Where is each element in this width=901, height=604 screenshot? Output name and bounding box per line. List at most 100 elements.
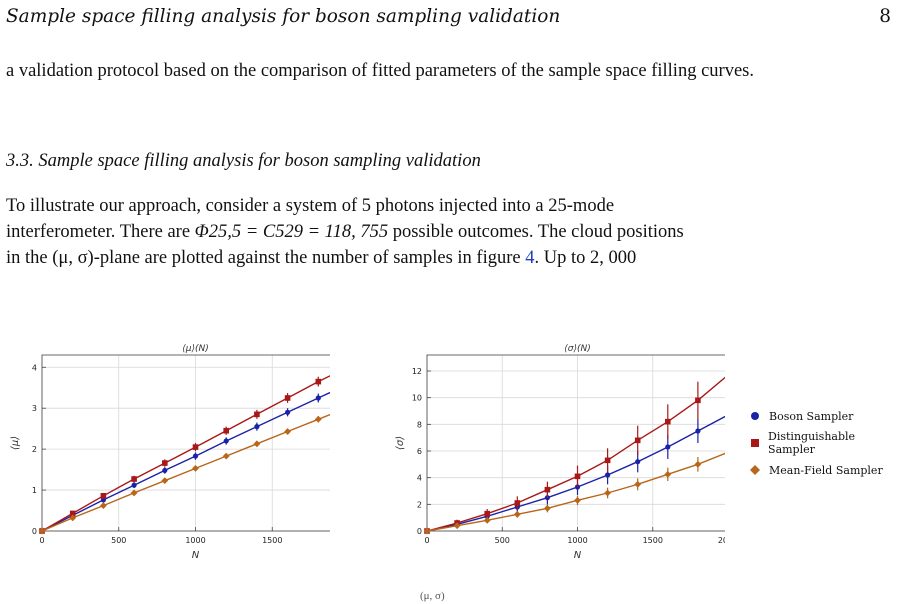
x-axis-label: N xyxy=(192,550,200,561)
data-point-meanfield xyxy=(130,489,138,497)
data-point-boson xyxy=(162,467,168,474)
y-tick-label: 0 xyxy=(417,527,422,536)
x-tick-label: 2000 xyxy=(718,536,725,545)
data-point-meanfield xyxy=(38,527,46,535)
data-point-boson xyxy=(665,444,671,450)
chart-legend: Boson Sampler Distinguishable Sampler Me… xyxy=(747,408,897,489)
chart-title: ⟨μ⟩(N) xyxy=(182,344,209,354)
legend-circle-icon xyxy=(747,411,763,421)
data-point-meanfield xyxy=(314,415,322,423)
data-point-meanfield xyxy=(284,428,291,435)
data-point-meanfield xyxy=(513,510,521,518)
data-point-distinguishable xyxy=(223,427,229,434)
data-point-distinguishable xyxy=(192,444,199,450)
data-point-distinguishable xyxy=(574,473,581,480)
paragraph-line-3-post: . Up to 2, 000 xyxy=(534,248,637,268)
y-tick-label: 6 xyxy=(417,447,422,456)
section-number: 3.3. xyxy=(6,151,34,171)
data-point-meanfield xyxy=(483,516,491,524)
data-point-boson xyxy=(192,453,199,459)
legend-item-distinguishable: Distinguishable Sampler xyxy=(747,430,897,456)
chart-mean-mu: 050010001500200001234⟨μ⟩(N)N⟨μ⟩ xyxy=(10,344,330,561)
data-point-distinguishable xyxy=(634,437,641,444)
data-point-meanfield xyxy=(161,477,169,485)
outcome-count-math: Φ25,5 = C529 = 118, 755 xyxy=(194,222,389,242)
x-tick-label: 0 xyxy=(424,536,429,545)
paragraph-intro: a validation protocol based on the compa… xyxy=(6,61,754,81)
running-head: Sample space filling analysis for boson … xyxy=(6,6,891,30)
data-point-distinguishable xyxy=(544,486,551,493)
x-axis-label: N xyxy=(574,550,582,561)
data-point-distinguishable xyxy=(695,397,701,404)
y-tick-label: 1 xyxy=(32,486,37,495)
x-tick-label: 500 xyxy=(495,536,510,545)
data-point-boson xyxy=(635,459,641,465)
data-point-distinguishable xyxy=(604,457,611,464)
data-point-meanfield xyxy=(574,496,581,504)
data-point-distinguishable xyxy=(514,500,521,506)
y-tick-label: 8 xyxy=(417,420,422,429)
data-point-distinguishable xyxy=(484,510,490,517)
paragraph-line-2-post: possible outcomes. The cloud positions xyxy=(388,222,684,242)
y-tick-label: 2 xyxy=(32,445,37,454)
data-point-distinguishable xyxy=(315,378,322,385)
data-point-boson xyxy=(605,472,611,478)
x-tick-label: 1500 xyxy=(643,536,663,545)
data-point-boson xyxy=(285,409,291,415)
data-point-boson xyxy=(315,395,321,401)
data-point-distinguishable xyxy=(254,411,260,418)
series-line-distinguishable xyxy=(426,376,725,532)
section-title: Sample space filling analysis for boson … xyxy=(38,151,481,171)
y-tick-label: 10 xyxy=(412,394,422,403)
paragraph-illustration: To illustrate our approach, consider a s… xyxy=(6,193,894,271)
data-point-distinguishable xyxy=(284,395,291,401)
data-point-distinguishable xyxy=(69,510,76,517)
data-point-meanfield xyxy=(604,489,611,497)
data-point-meanfield xyxy=(100,502,107,510)
data-point-distinguishable xyxy=(162,460,168,466)
paragraph-line-1: To illustrate our approach, consider a s… xyxy=(6,196,615,216)
legend-label: Mean-Field Sampler xyxy=(769,463,883,477)
data-point-distinguishable xyxy=(665,418,671,425)
legend-square-icon xyxy=(747,438,762,448)
page-number: 8 xyxy=(879,6,891,27)
data-point-meanfield xyxy=(544,504,551,512)
data-point-meanfield xyxy=(423,527,431,535)
legend-label: Boson Sampler xyxy=(769,409,854,423)
x-tick-label: 1500 xyxy=(262,536,282,545)
data-point-meanfield xyxy=(253,440,261,448)
x-tick-label: 1000 xyxy=(567,536,587,545)
series-line-boson xyxy=(41,391,330,532)
data-point-boson xyxy=(131,482,137,488)
paragraph-line-2-pre: interferometer. There are xyxy=(6,222,195,242)
figure-reference-link[interactable]: 4 xyxy=(525,248,535,268)
y-tick-label: 2 xyxy=(417,500,422,509)
data-point-distinguishable xyxy=(131,476,137,482)
data-point-meanfield xyxy=(664,470,672,478)
x-tick-label: 0 xyxy=(39,536,44,545)
paragraph-line-3-pre: in the (μ, σ)-plane are plotted against … xyxy=(6,248,526,268)
chart-title: ⟨σ⟩(N) xyxy=(564,344,590,354)
legend-diamond-icon xyxy=(747,464,763,476)
y-axis-label: ⟨σ⟩ xyxy=(395,436,406,450)
legend-item-boson: Boson Sampler xyxy=(747,408,897,424)
data-point-meanfield xyxy=(694,460,702,468)
caption-fragment: (μ, σ) xyxy=(420,590,445,602)
chart-mean-sigma: 0 500 1000 1500 2000 0 2 4 6 8 10 12 ⟨σ⟩(N) N ⟨σ⟩ xyxy=(395,344,725,561)
y-axis-label: ⟨μ⟩ xyxy=(10,436,21,450)
y-tick-label: 0 xyxy=(32,527,37,536)
series-line-meanfield xyxy=(41,413,330,532)
x-tick-label: 500 xyxy=(111,536,126,545)
series-line-boson xyxy=(426,415,725,532)
section-heading: 3.3. Sample space filling analysis for b… xyxy=(6,151,481,172)
y-tick-label: 4 xyxy=(417,474,422,483)
data-point-distinguishable xyxy=(100,493,107,499)
data-point-boson xyxy=(254,424,260,430)
y-tick-label: 3 xyxy=(32,404,37,413)
y-tick-label: 12 xyxy=(412,367,422,376)
data-point-meanfield xyxy=(192,464,199,472)
y-tick-label: 4 xyxy=(32,363,37,372)
data-point-meanfield xyxy=(453,522,461,530)
x-tick-label: 1000 xyxy=(185,536,205,545)
data-point-meanfield xyxy=(69,514,77,522)
